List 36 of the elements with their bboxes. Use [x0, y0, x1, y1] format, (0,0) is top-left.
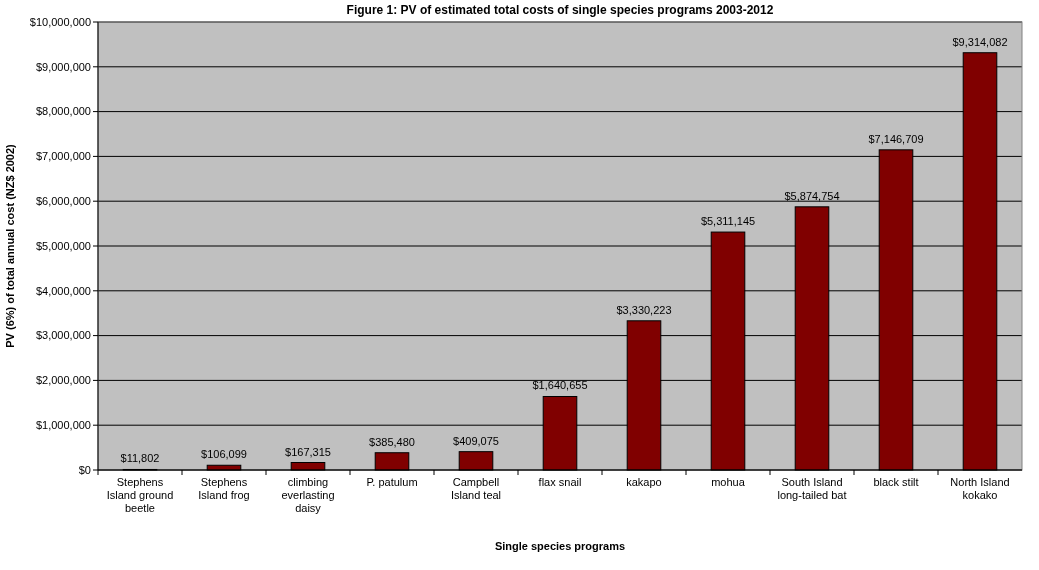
x-tick-label: Campbell Island teal	[450, 476, 502, 501]
x-tick-label: mohua	[711, 476, 746, 488]
data-label: $11,802	[120, 452, 160, 465]
y-tick-label: $5,000,000	[35, 239, 91, 252]
data-label: $7,146,709	[868, 132, 924, 145]
y-tick-label: $9,000,000	[35, 60, 91, 73]
data-label: $409,075	[453, 434, 499, 447]
y-axis-title: PV (6%) of total annual cost (NZ$ 2002)	[4, 143, 16, 348]
y-tick-label: $6,000,000	[35, 195, 91, 208]
x-tick-label: black stilt	[873, 476, 919, 488]
data-label: $1,640,655	[532, 379, 588, 392]
chart-title: Figure 1: PV of estimated total costs of single species programs 2003-2012	[346, 3, 774, 17]
y-tick-label: $3,000,000	[35, 329, 91, 342]
x-tick-label: climbing everlasting daisy	[281, 476, 335, 514]
x-tick-label: South Island long-tailed bat	[777, 476, 847, 501]
data-label: $5,874,754	[784, 189, 840, 202]
y-tick-label: $1,000,000	[35, 419, 91, 432]
y-tick-label: $8,000,000	[35, 105, 91, 118]
x-tick-label: kakapo	[626, 476, 662, 488]
x-axis-title: Single species programs	[494, 540, 626, 552]
y-tick-label: $2,000,000	[35, 374, 91, 387]
y-tick-label: $7,000,000	[35, 150, 91, 163]
data-label: $5,311,145	[700, 215, 756, 228]
x-tick-label: Stephens Island ground beetle	[106, 476, 174, 514]
x-tick-label: Stephens Island frog	[198, 476, 250, 501]
data-label: $106,099	[201, 448, 247, 461]
data-label: $385,480	[369, 435, 415, 448]
y-tick-label: $10,000,000	[29, 15, 91, 28]
x-tick-label: flax snail	[538, 476, 582, 488]
data-label: $3,330,223	[616, 303, 672, 316]
x-tick-label: North Island kokako	[950, 476, 1010, 501]
data-label: $167,315	[285, 445, 331, 458]
x-tick-label: P. patulum	[366, 476, 418, 488]
data-label: $9,314,082	[952, 35, 1008, 48]
y-tick-label: $0	[78, 463, 91, 476]
y-tick-label: $4,000,000	[35, 284, 91, 297]
